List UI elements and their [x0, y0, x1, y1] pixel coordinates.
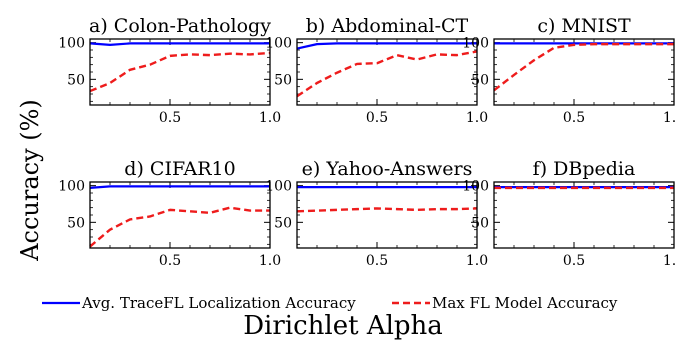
subplot-4: d) CIFAR10 0.5 1.0 100 50 [58, 158, 281, 269]
y-tick-label: 50 [471, 215, 489, 231]
plot-frame [493, 181, 675, 249]
y-tick-label: 100 [265, 36, 292, 52]
x-tick-label: 1.0 [259, 110, 281, 126]
subplot-title: f) DBpedia [533, 158, 636, 180]
plot-frame [493, 38, 675, 106]
legend: Avg. TraceFL Localization Accuracy Max F… [42, 294, 618, 312]
y-tick-label: 50 [274, 215, 292, 231]
subplot-title: b) Abdominal-CT [306, 15, 469, 37]
series-line-max-fl [89, 51, 271, 93]
series-line-tracefl [89, 42, 270, 46]
subplot-3: c) MNIST 0.5 1.0 100 50 [462, 15, 677, 126]
x-tick-label: 0.5 [159, 253, 181, 269]
y-tick-label: 100 [462, 179, 489, 195]
y-tick-label: 50 [274, 72, 292, 88]
x-tick-label: 1.0 [466, 110, 488, 126]
y-tick-label: 100 [462, 36, 489, 52]
subplot-title: c) MNIST [537, 15, 631, 37]
y-tick-label: 100 [58, 36, 85, 52]
x-tick-label: 0.5 [366, 253, 388, 269]
plot-frame [296, 38, 478, 106]
plot-frame [89, 181, 271, 249]
subplot-1: a) Colon-Pathology 0.5 1.0 100 50 [58, 15, 281, 126]
y-tick-label: 100 [265, 179, 292, 195]
series-line-max-fl [493, 42, 674, 92]
series-line-max-fl [89, 206, 270, 248]
y-tick-label: 50 [67, 72, 85, 88]
subplot-title: d) CIFAR10 [124, 158, 235, 180]
subplot-2: b) Abdominal-CT 0.5 1.0 100 50 [265, 15, 488, 126]
x-tick-label: 0.5 [366, 110, 388, 126]
y-tick-label: 50 [471, 72, 489, 88]
series-line-max-fl [296, 50, 478, 98]
x-tick-label: 1.0 [259, 253, 281, 269]
series-line-max-fl [296, 207, 478, 213]
subplot-6: f) DBpedia 0.5 1.0 100 50 [462, 158, 677, 269]
plot-frame [89, 38, 271, 106]
x-tick-label: 1.0 [466, 253, 488, 269]
x-tick-label: 1.0 [663, 110, 677, 126]
legend-label-max-fl: Max FL Model Accuracy [432, 294, 618, 312]
y-axis-label: Accuracy (%) [16, 99, 44, 262]
y-tick-label: 50 [67, 215, 85, 231]
legend-label-tracefl: Avg. TraceFL Localization Accuracy [81, 294, 356, 312]
y-tick-label: 100 [58, 179, 85, 195]
x-axis-label: Dirichlet Alpha [243, 311, 443, 341]
plot-frame [296, 181, 478, 249]
series-line-tracefl [89, 185, 270, 189]
subplot-title: e) Yahoo-Answers [302, 158, 473, 180]
x-tick-label: 1.0 [663, 253, 677, 269]
x-tick-label: 0.5 [563, 110, 585, 126]
subplot-5: e) Yahoo-Answers 0.5 1.0 100 50 [265, 158, 488, 269]
series-line-tracefl [296, 42, 477, 50]
x-tick-label: 0.5 [159, 110, 181, 126]
x-tick-label: 0.5 [563, 253, 585, 269]
subplot-title: a) Colon-Pathology [89, 15, 271, 37]
